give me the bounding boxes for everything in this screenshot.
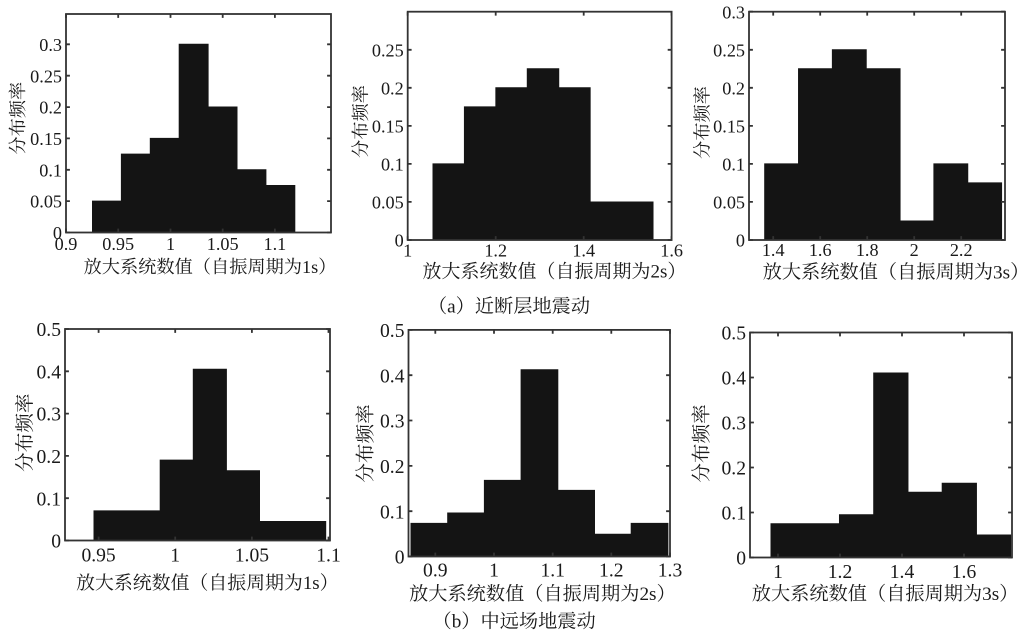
svg-text:2s: 2s	[639, 584, 656, 605]
svg-text:0.1: 0.1	[722, 504, 747, 525]
svg-text:1.6: 1.6	[660, 240, 683, 260]
svg-text:1: 1	[403, 240, 412, 260]
svg-text:1.05: 1.05	[235, 545, 269, 566]
svg-text:3s: 3s	[982, 584, 999, 605]
svg-text:0.15: 0.15	[372, 116, 404, 136]
svg-text:0: 0	[51, 532, 61, 553]
svg-text:1.6: 1.6	[952, 562, 977, 583]
svg-text:1.4: 1.4	[890, 562, 915, 583]
svg-text:0.2: 0.2	[380, 457, 405, 478]
svg-text:0.2: 0.2	[722, 459, 747, 480]
svg-text:b: b	[452, 612, 462, 633]
svg-text:0.1: 0.1	[380, 502, 405, 523]
svg-text:0.95: 0.95	[81, 545, 115, 566]
svg-text:0.3: 0.3	[37, 405, 62, 426]
svg-text:1.3: 1.3	[658, 560, 683, 581]
svg-text:1.2: 1.2	[828, 562, 853, 583]
svg-text:1.2: 1.2	[484, 240, 507, 260]
svg-text:1: 1	[170, 545, 180, 566]
svg-text:0.15: 0.15	[713, 116, 745, 136]
svg-text:0.9: 0.9	[55, 234, 78, 254]
svg-text:0.05: 0.05	[372, 192, 404, 212]
svg-text:1: 1	[166, 234, 175, 254]
svg-text:1.1: 1.1	[316, 545, 341, 566]
svg-text:0: 0	[53, 223, 62, 243]
svg-text:0.3: 0.3	[380, 412, 405, 433]
svg-text:0.1: 0.1	[39, 160, 62, 180]
svg-text:0.4: 0.4	[722, 369, 747, 390]
svg-text:0.25: 0.25	[372, 40, 404, 60]
svg-text:0.5: 0.5	[380, 321, 405, 342]
svg-text:0.4: 0.4	[37, 362, 62, 383]
svg-text:1s: 1s	[302, 257, 318, 277]
svg-text:1.05: 1.05	[207, 234, 239, 254]
svg-text:1: 1	[489, 560, 499, 581]
svg-text:0.05: 0.05	[713, 192, 745, 212]
svg-text:0: 0	[736, 549, 746, 570]
svg-text:0.2: 0.2	[37, 447, 62, 468]
svg-text:a: a	[447, 297, 456, 318]
svg-text:0.1: 0.1	[37, 489, 62, 510]
svg-text:1.1: 1.1	[264, 234, 287, 254]
svg-text:2s: 2s	[650, 262, 667, 283]
svg-text:3s: 3s	[993, 262, 1010, 283]
svg-text:1s: 1s	[303, 573, 320, 594]
svg-text:0.1: 0.1	[381, 154, 404, 174]
svg-text:0.3: 0.3	[722, 2, 745, 22]
svg-text:0.2: 0.2	[722, 78, 745, 98]
svg-text:0.5: 0.5	[37, 320, 62, 341]
svg-text:0.95: 0.95	[102, 234, 134, 254]
svg-text:1.1: 1.1	[540, 560, 565, 581]
svg-text:0.3: 0.3	[722, 414, 747, 435]
svg-text:2: 2	[910, 240, 919, 260]
svg-text:0.2: 0.2	[381, 78, 404, 98]
svg-text:1.2: 1.2	[599, 560, 624, 581]
svg-text:0: 0	[395, 548, 405, 569]
svg-text:0.25: 0.25	[713, 40, 745, 60]
svg-text:2.2: 2.2	[950, 240, 973, 260]
svg-text:0.05: 0.05	[30, 192, 62, 212]
svg-text:1.8: 1.8	[856, 240, 879, 260]
svg-text:0.9: 0.9	[423, 560, 448, 581]
svg-text:1.4: 1.4	[762, 240, 785, 260]
svg-text:0.5: 0.5	[722, 324, 747, 345]
svg-text:0: 0	[395, 231, 404, 251]
svg-text:1: 1	[773, 562, 783, 583]
svg-text:1.6: 1.6	[809, 240, 832, 260]
svg-text:1.4: 1.4	[572, 240, 595, 260]
svg-text:0: 0	[736, 231, 745, 251]
svg-text:0.25: 0.25	[30, 66, 62, 86]
svg-text:0.4: 0.4	[380, 366, 405, 387]
svg-text:0.15: 0.15	[30, 129, 62, 149]
svg-text:0.2: 0.2	[39, 98, 62, 118]
svg-text:0.3: 0.3	[39, 35, 62, 55]
svg-text:0.1: 0.1	[722, 154, 745, 174]
